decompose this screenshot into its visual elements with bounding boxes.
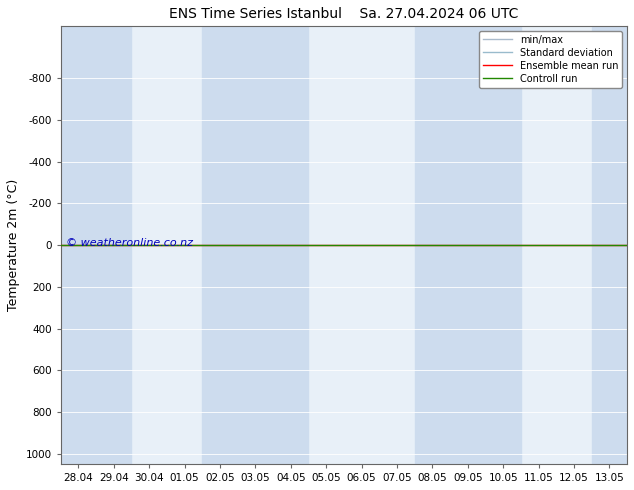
Text: © weatheronline.co.nz: © weatheronline.co.nz (67, 238, 193, 248)
Bar (273, 26, 309, 464)
Bar (450, 26, 486, 464)
Bar (486, 26, 521, 464)
Title: ENS Time Series Istanbul    Sa. 27.04.2024 06 UTC: ENS Time Series Istanbul Sa. 27.04.2024 … (169, 7, 519, 21)
Legend: min/max, Standard deviation, Ensemble mean run, Controll run: min/max, Standard deviation, Ensemble me… (479, 31, 622, 88)
Bar (61, 26, 96, 464)
Y-axis label: Temperature 2m (°C): Temperature 2m (°C) (7, 179, 20, 311)
Bar (238, 26, 273, 464)
Bar (96, 26, 131, 464)
Bar (202, 26, 238, 464)
Bar (592, 26, 627, 464)
Bar (415, 26, 450, 464)
